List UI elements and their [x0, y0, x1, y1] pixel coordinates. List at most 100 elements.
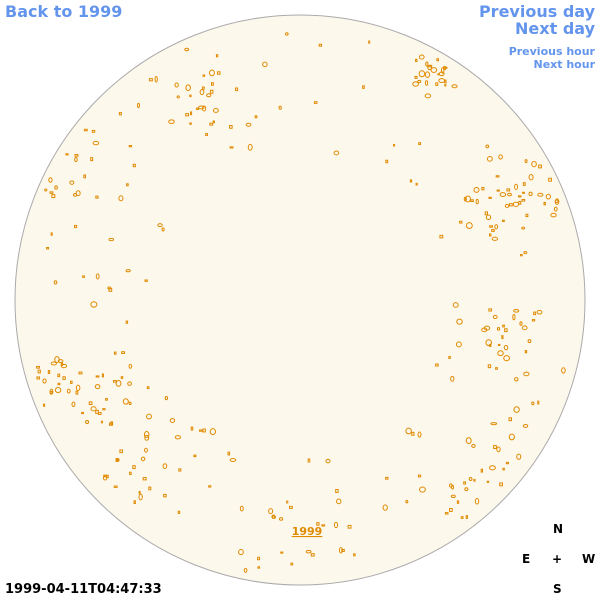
contour: [405, 499, 409, 504]
contour: [333, 150, 340, 156]
contour: [138, 490, 141, 495]
contour: [60, 362, 64, 366]
contour: [503, 355, 510, 362]
contour: [199, 429, 203, 432]
contour: [465, 437, 472, 444]
contour: [44, 188, 48, 192]
contour: [417, 79, 422, 84]
contour: [460, 516, 464, 519]
contour: [385, 159, 389, 164]
contour: [418, 54, 425, 60]
contour: [438, 78, 446, 84]
contour: [65, 153, 69, 156]
contour: [415, 182, 418, 186]
contour: [57, 373, 61, 378]
year-link[interactable]: 1999: [292, 525, 323, 538]
contour: [122, 398, 129, 405]
contour: [208, 69, 215, 77]
contour: [190, 111, 193, 116]
contour: [471, 443, 476, 448]
contour: [209, 89, 214, 94]
contour: [128, 401, 132, 406]
contour: [448, 355, 451, 359]
contour: [415, 58, 418, 63]
contour: [538, 164, 542, 169]
compass-west: W: [582, 552, 596, 566]
contour: [518, 195, 522, 198]
contour: [133, 500, 136, 505]
contour: [88, 401, 93, 406]
contour: [201, 105, 207, 112]
contour: [128, 145, 133, 148]
contour: [531, 160, 537, 168]
contour: [290, 562, 294, 566]
contour: [163, 493, 167, 498]
contour: [523, 250, 528, 255]
contour: [66, 388, 71, 394]
contour: [427, 64, 432, 71]
contour: [494, 224, 499, 230]
contour: [333, 521, 339, 529]
contour: [176, 95, 180, 99]
compass-center: +: [552, 552, 563, 566]
contour: [468, 476, 473, 481]
contour: [307, 458, 311, 463]
contour: [385, 476, 389, 480]
contour: [347, 524, 352, 529]
contour: [193, 454, 197, 458]
contour: [528, 173, 534, 181]
contour: [424, 80, 429, 86]
contour: [50, 361, 57, 366]
contour: [335, 488, 339, 493]
contour: [493, 445, 497, 449]
contour: [496, 189, 500, 192]
contour: [513, 406, 520, 413]
contour: [60, 363, 68, 369]
contour: [189, 122, 192, 125]
contour: [496, 446, 501, 453]
contour: [450, 494, 456, 499]
contour: [449, 507, 453, 512]
next-day-link[interactable]: Next day: [515, 19, 595, 38]
contour: [498, 154, 503, 160]
contour: [212, 108, 219, 113]
previous-hour-link[interactable]: Previous hour: [508, 45, 595, 58]
contour: [336, 498, 342, 505]
contour: [424, 93, 432, 99]
contour: [202, 428, 206, 433]
contour: [164, 396, 169, 401]
back-link[interactable]: Back to 1999: [5, 2, 123, 21]
contour: [202, 86, 205, 90]
contour: [417, 474, 422, 478]
contour: [51, 194, 56, 199]
contour: [362, 85, 365, 89]
contour: [161, 227, 165, 232]
contour: [110, 421, 114, 426]
contour: [94, 384, 101, 390]
contour: [132, 163, 136, 168]
contour: [238, 549, 244, 556]
contour: [144, 447, 148, 453]
contour: [338, 547, 343, 554]
contour: [521, 199, 526, 202]
contour: [140, 456, 146, 462]
contour: [174, 435, 182, 440]
contour: [148, 486, 152, 491]
contour: [118, 195, 124, 202]
compass-north: N: [553, 522, 564, 536]
contour: [216, 71, 221, 75]
compass-east: E: [522, 552, 531, 566]
contour: [268, 508, 274, 515]
contour: [136, 102, 140, 109]
contour: [514, 183, 519, 190]
contour: [497, 343, 501, 347]
contour: [49, 191, 54, 194]
contour: [202, 74, 206, 77]
contour: [154, 76, 158, 83]
contour: [95, 375, 100, 378]
previous-day-link[interactable]: Previous day: [478, 2, 595, 21]
contour: [489, 343, 492, 347]
next-hour-link[interactable]: Next hour: [533, 58, 596, 71]
contour: [102, 408, 106, 411]
contour: [507, 192, 512, 197]
